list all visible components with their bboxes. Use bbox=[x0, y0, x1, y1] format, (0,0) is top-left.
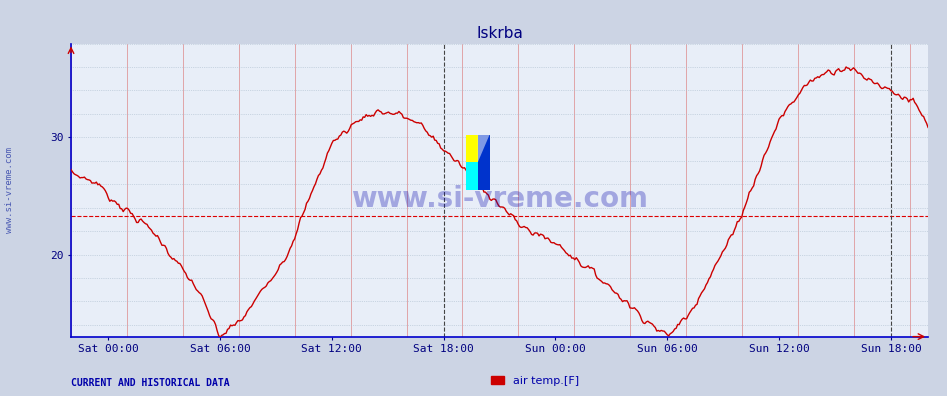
Title: Iskrba: Iskrba bbox=[476, 26, 523, 41]
Polygon shape bbox=[478, 135, 490, 162]
Bar bbox=[466, 162, 478, 190]
Legend: air temp.[F]: air temp.[F] bbox=[487, 371, 583, 390]
Polygon shape bbox=[478, 135, 490, 190]
Text: www.si-vreme.com: www.si-vreme.com bbox=[5, 147, 14, 233]
Text: www.si-vreme.com: www.si-vreme.com bbox=[351, 185, 648, 213]
Bar bbox=[466, 135, 478, 162]
Text: CURRENT AND HISTORICAL DATA: CURRENT AND HISTORICAL DATA bbox=[71, 378, 230, 388]
